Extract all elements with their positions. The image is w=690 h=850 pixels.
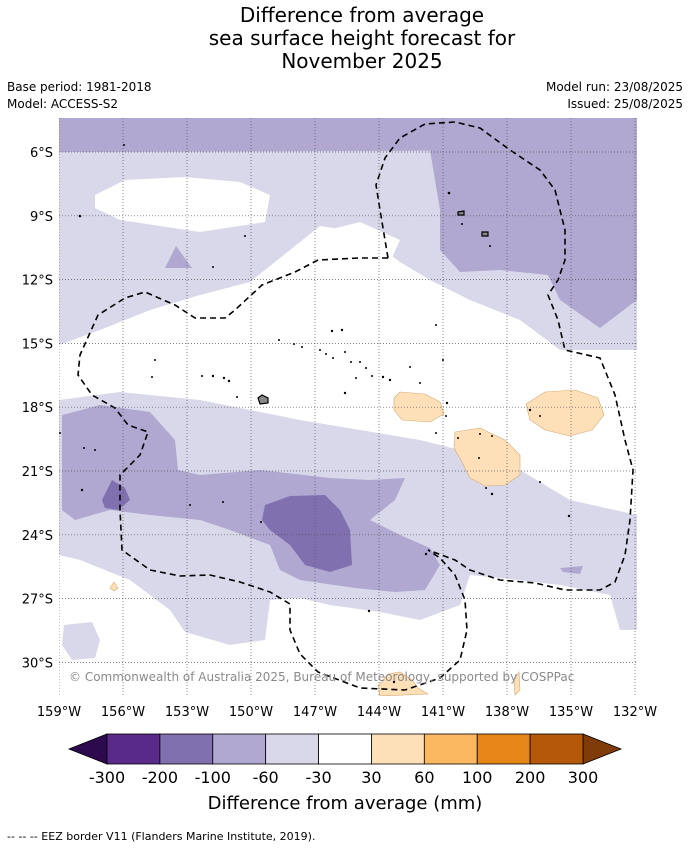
graticule: [59, 118, 637, 696]
colorbar-label: -300: [89, 768, 125, 787]
model-name: Model: ACCESS-S2: [7, 97, 119, 111]
colorbar-label: 30: [361, 768, 381, 787]
colorbar-label: 100: [462, 768, 493, 787]
colorbar-segment: [318, 733, 372, 765]
colorbar-label: -30: [305, 768, 331, 787]
colorbar-segment: [265, 733, 319, 765]
latitude-tick-label: 21°S: [22, 465, 53, 480]
colorbar-segment: [423, 733, 478, 765]
colorbar-label: -60: [253, 768, 279, 787]
copyright-notice: © Commonwealth of Australia 2025, Bureau…: [69, 670, 574, 684]
longitude-tick-label: 150°W: [229, 705, 273, 720]
latitude-tick-label: 12°S: [22, 274, 53, 289]
map-title: Difference from average sea surface heig…: [0, 4, 690, 73]
colorbar-segment: [159, 733, 214, 765]
latitude-tick-label: 9°S: [30, 210, 53, 225]
colorbar-label: 300: [568, 768, 599, 787]
title-line-2: sea surface height forecast for: [208, 26, 516, 50]
colorbar-label: 60: [414, 768, 434, 787]
title-line-1: Difference from average: [239, 3, 485, 27]
longitude-tick-label: 132°W: [613, 705, 657, 720]
meta-left: Base period: 1981-2018 Model: ACCESS-S2: [7, 79, 152, 113]
longitude-tick-label: 153°W: [165, 705, 209, 720]
latitude-tick-label: 27°S: [22, 593, 53, 608]
longitude-tick-label: 141°W: [421, 705, 465, 720]
colorbar-segment: [106, 733, 161, 765]
colorbar-segment: [212, 733, 267, 765]
colorbar-tick-labels: -300 -200 -100 -60 -30 30 60 100 200 300: [89, 768, 598, 787]
neutral-patch-central: [320, 222, 400, 262]
colorbar-segment: [371, 733, 425, 765]
latitude-tick-label: 30°S: [22, 656, 53, 671]
colorbar-segments: [106, 733, 584, 765]
colorbar-label: -200: [142, 768, 178, 787]
longitude-tick-label: 159°W: [37, 705, 81, 720]
latitude-tick-label: 18°S: [22, 401, 53, 416]
eez-footnote: -- -- -- EEZ border V11 (Flanders Marine…: [7, 830, 316, 843]
longitude-tick-label: 156°W: [101, 705, 145, 720]
model-run: Model run: 23/08/2025: [545, 80, 683, 94]
issued-date: Issued: 25/08/2025: [567, 97, 683, 111]
colorbar-label: 200: [515, 768, 546, 787]
map-plot-area: © Commonwealth of Australia 2025, Bureau…: [59, 118, 637, 696]
anomaly-band-30-60: [109, 389, 605, 696]
island-dots: [59, 144, 571, 684]
island-outlines: [257, 210, 489, 405]
colorbar: -300 -200 -100 -60 -30 30 60 100 200 300 Differen…: [67, 733, 623, 814]
meta-right: Model run: 23/08/2025 Issued: 25/08/2025: [546, 79, 683, 113]
colorbar-label: -100: [195, 768, 231, 787]
colorbar-title: Difference from average (mm): [208, 793, 483, 814]
colorbar-segment: [529, 733, 584, 765]
longitude-tick-label: 138°W: [485, 705, 529, 720]
latitude-tick-label: 24°S: [22, 529, 53, 544]
colorbar-high-extension: [582, 733, 623, 765]
title-line-3: November 2025: [281, 49, 443, 73]
neutral-patch-north: [95, 177, 270, 232]
latitude-tick-label: 15°S: [22, 337, 53, 352]
colorbar-low-extension: [67, 733, 108, 765]
latitude-tick-label: 6°S: [30, 146, 53, 161]
longitude-tick-label: 147°W: [293, 705, 337, 720]
base-period: Base period: 1981-2018: [7, 80, 152, 94]
longitude-labels: 159°W 156°W 153°W 150°W 147°W 144°W 141°W 138°W…: [37, 705, 657, 720]
latitude-labels: 6°S 9°S 12°S 15°S 18°S 21°S 24°S 27°S 30°S: [22, 146, 53, 671]
colorbar-segment: [476, 733, 531, 765]
longitude-tick-label: 144°W: [357, 705, 401, 720]
longitude-tick-label: 135°W: [549, 705, 593, 720]
